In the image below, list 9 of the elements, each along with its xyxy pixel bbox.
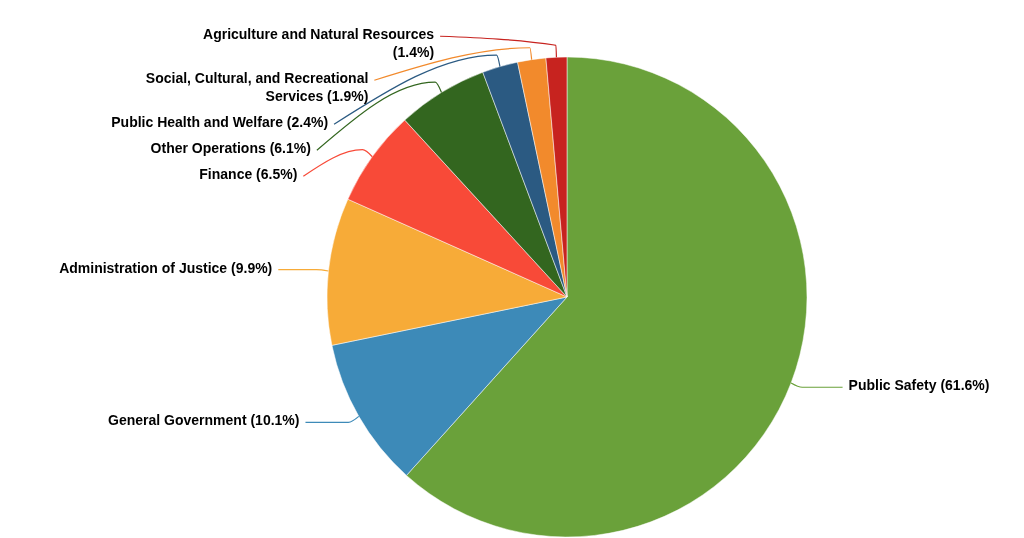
slice-label: Agriculture and Natural Resources bbox=[203, 26, 435, 43]
data-label: (1.4%) bbox=[392, 44, 435, 61]
slice-label: General Government (10.1%) bbox=[108, 412, 300, 429]
slice-label: Other Operations (6.1%) bbox=[150, 140, 311, 157]
slice-label: Finance (6.5%) bbox=[199, 166, 298, 183]
slice-label: Social, Cultural, and Recreational Services (1.9%) bbox=[145, 70, 369, 105]
slice-label: Public Health and Welfare (2.4%) bbox=[111, 114, 329, 131]
slice-label: Administration of Justice (9.9%) bbox=[59, 259, 273, 276]
slice-label: Public Safety (61.6%) bbox=[848, 377, 990, 394]
